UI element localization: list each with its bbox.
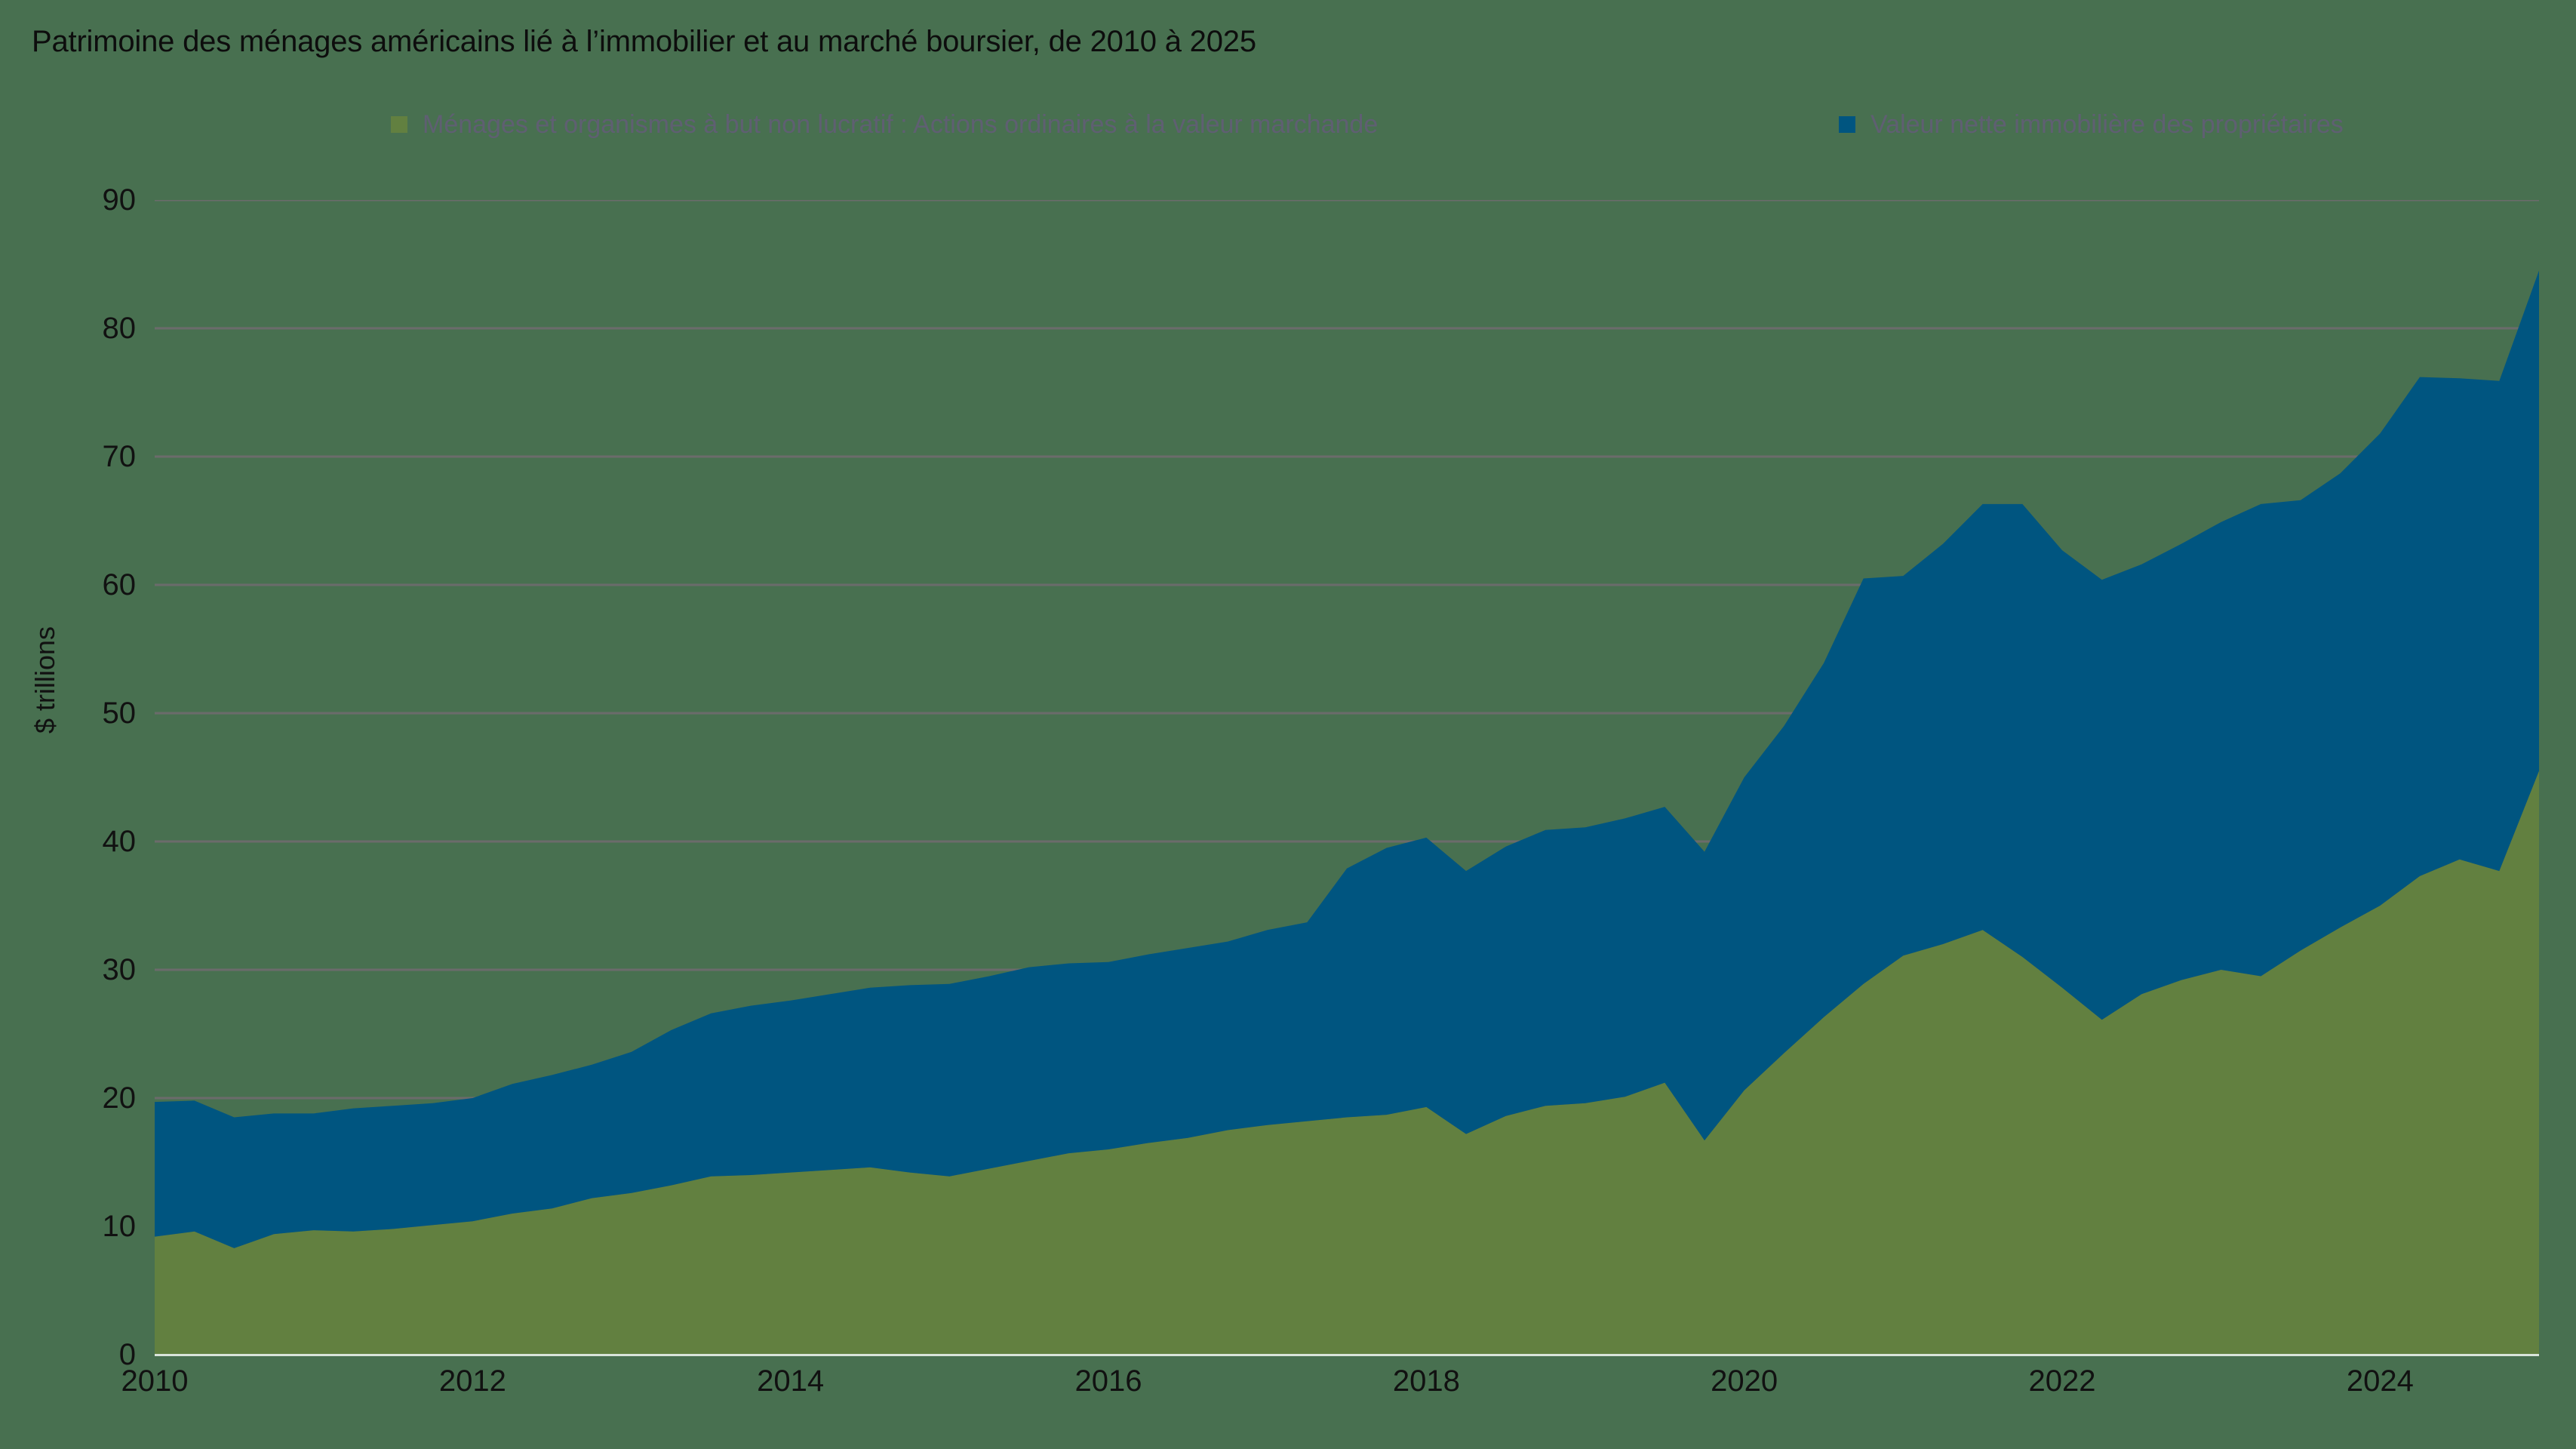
area-series-real-estate <box>155 270 2539 1248</box>
y-axis-tick-label: 70 <box>102 440 137 473</box>
legend-label-real-estate: Valeur nette immobilière des propriétair… <box>1871 110 2344 139</box>
legend-swatch-real-estate <box>1839 116 1855 133</box>
plot-area <box>155 200 2539 1355</box>
legend-label-stocks: Ménages et organismes à but non lucratif… <box>423 110 1379 139</box>
y-axis: 0 10 20 30 40 50 60 70 80 90 <box>0 185 137 1370</box>
y-axis-tick-label: 50 <box>102 697 137 730</box>
y-axis-tick-label: 60 <box>102 568 137 601</box>
legend-item-stocks[interactable]: Ménages et organismes à but non lucratif… <box>391 108 1378 141</box>
x-axis-tick-label: 2022 <box>2028 1364 2096 1398</box>
x-axis: 2010 2012 2014 2016 2018 2020 2022 2024 <box>121 1362 2539 1430</box>
x-axis-tick-label: 2014 <box>757 1364 825 1398</box>
y-axis-tick-label: 80 <box>102 312 137 345</box>
x-axis-tick-label: 2024 <box>2346 1364 2414 1398</box>
x-axis-tick-label: 2016 <box>1074 1364 1142 1398</box>
x-axis-tick-label: 2020 <box>1711 1364 1778 1398</box>
y-axis-tick-label: 30 <box>102 953 137 986</box>
y-axis-tick-label: 10 <box>102 1210 137 1243</box>
x-axis-tick-label: 2018 <box>1392 1364 1460 1398</box>
x-axis-baseline <box>155 1354 2539 1356</box>
y-axis-tick-label: 0 <box>118 1338 136 1371</box>
y-axis-tick-label: 90 <box>102 183 137 217</box>
area-series-stocks <box>155 771 2539 1355</box>
page-title: Patrimoine des ménages américains lié à … <box>32 25 1256 58</box>
chart-legend: Ménages et organismes à but non lucratif… <box>0 108 2576 141</box>
y-axis-title: $ trillions <box>29 626 60 734</box>
x-axis-tick-label: 2012 <box>438 1364 506 1398</box>
y-axis-tick-label: 40 <box>102 825 137 858</box>
legend-swatch-stocks <box>391 116 407 133</box>
y-axis-tick-label: 20 <box>102 1081 137 1115</box>
stacked-area-chart <box>155 200 2539 1355</box>
x-axis-tick-label: 2010 <box>121 1364 189 1398</box>
legend-item-real-estate[interactable]: Valeur nette immobilière des propriétair… <box>1839 108 2344 141</box>
